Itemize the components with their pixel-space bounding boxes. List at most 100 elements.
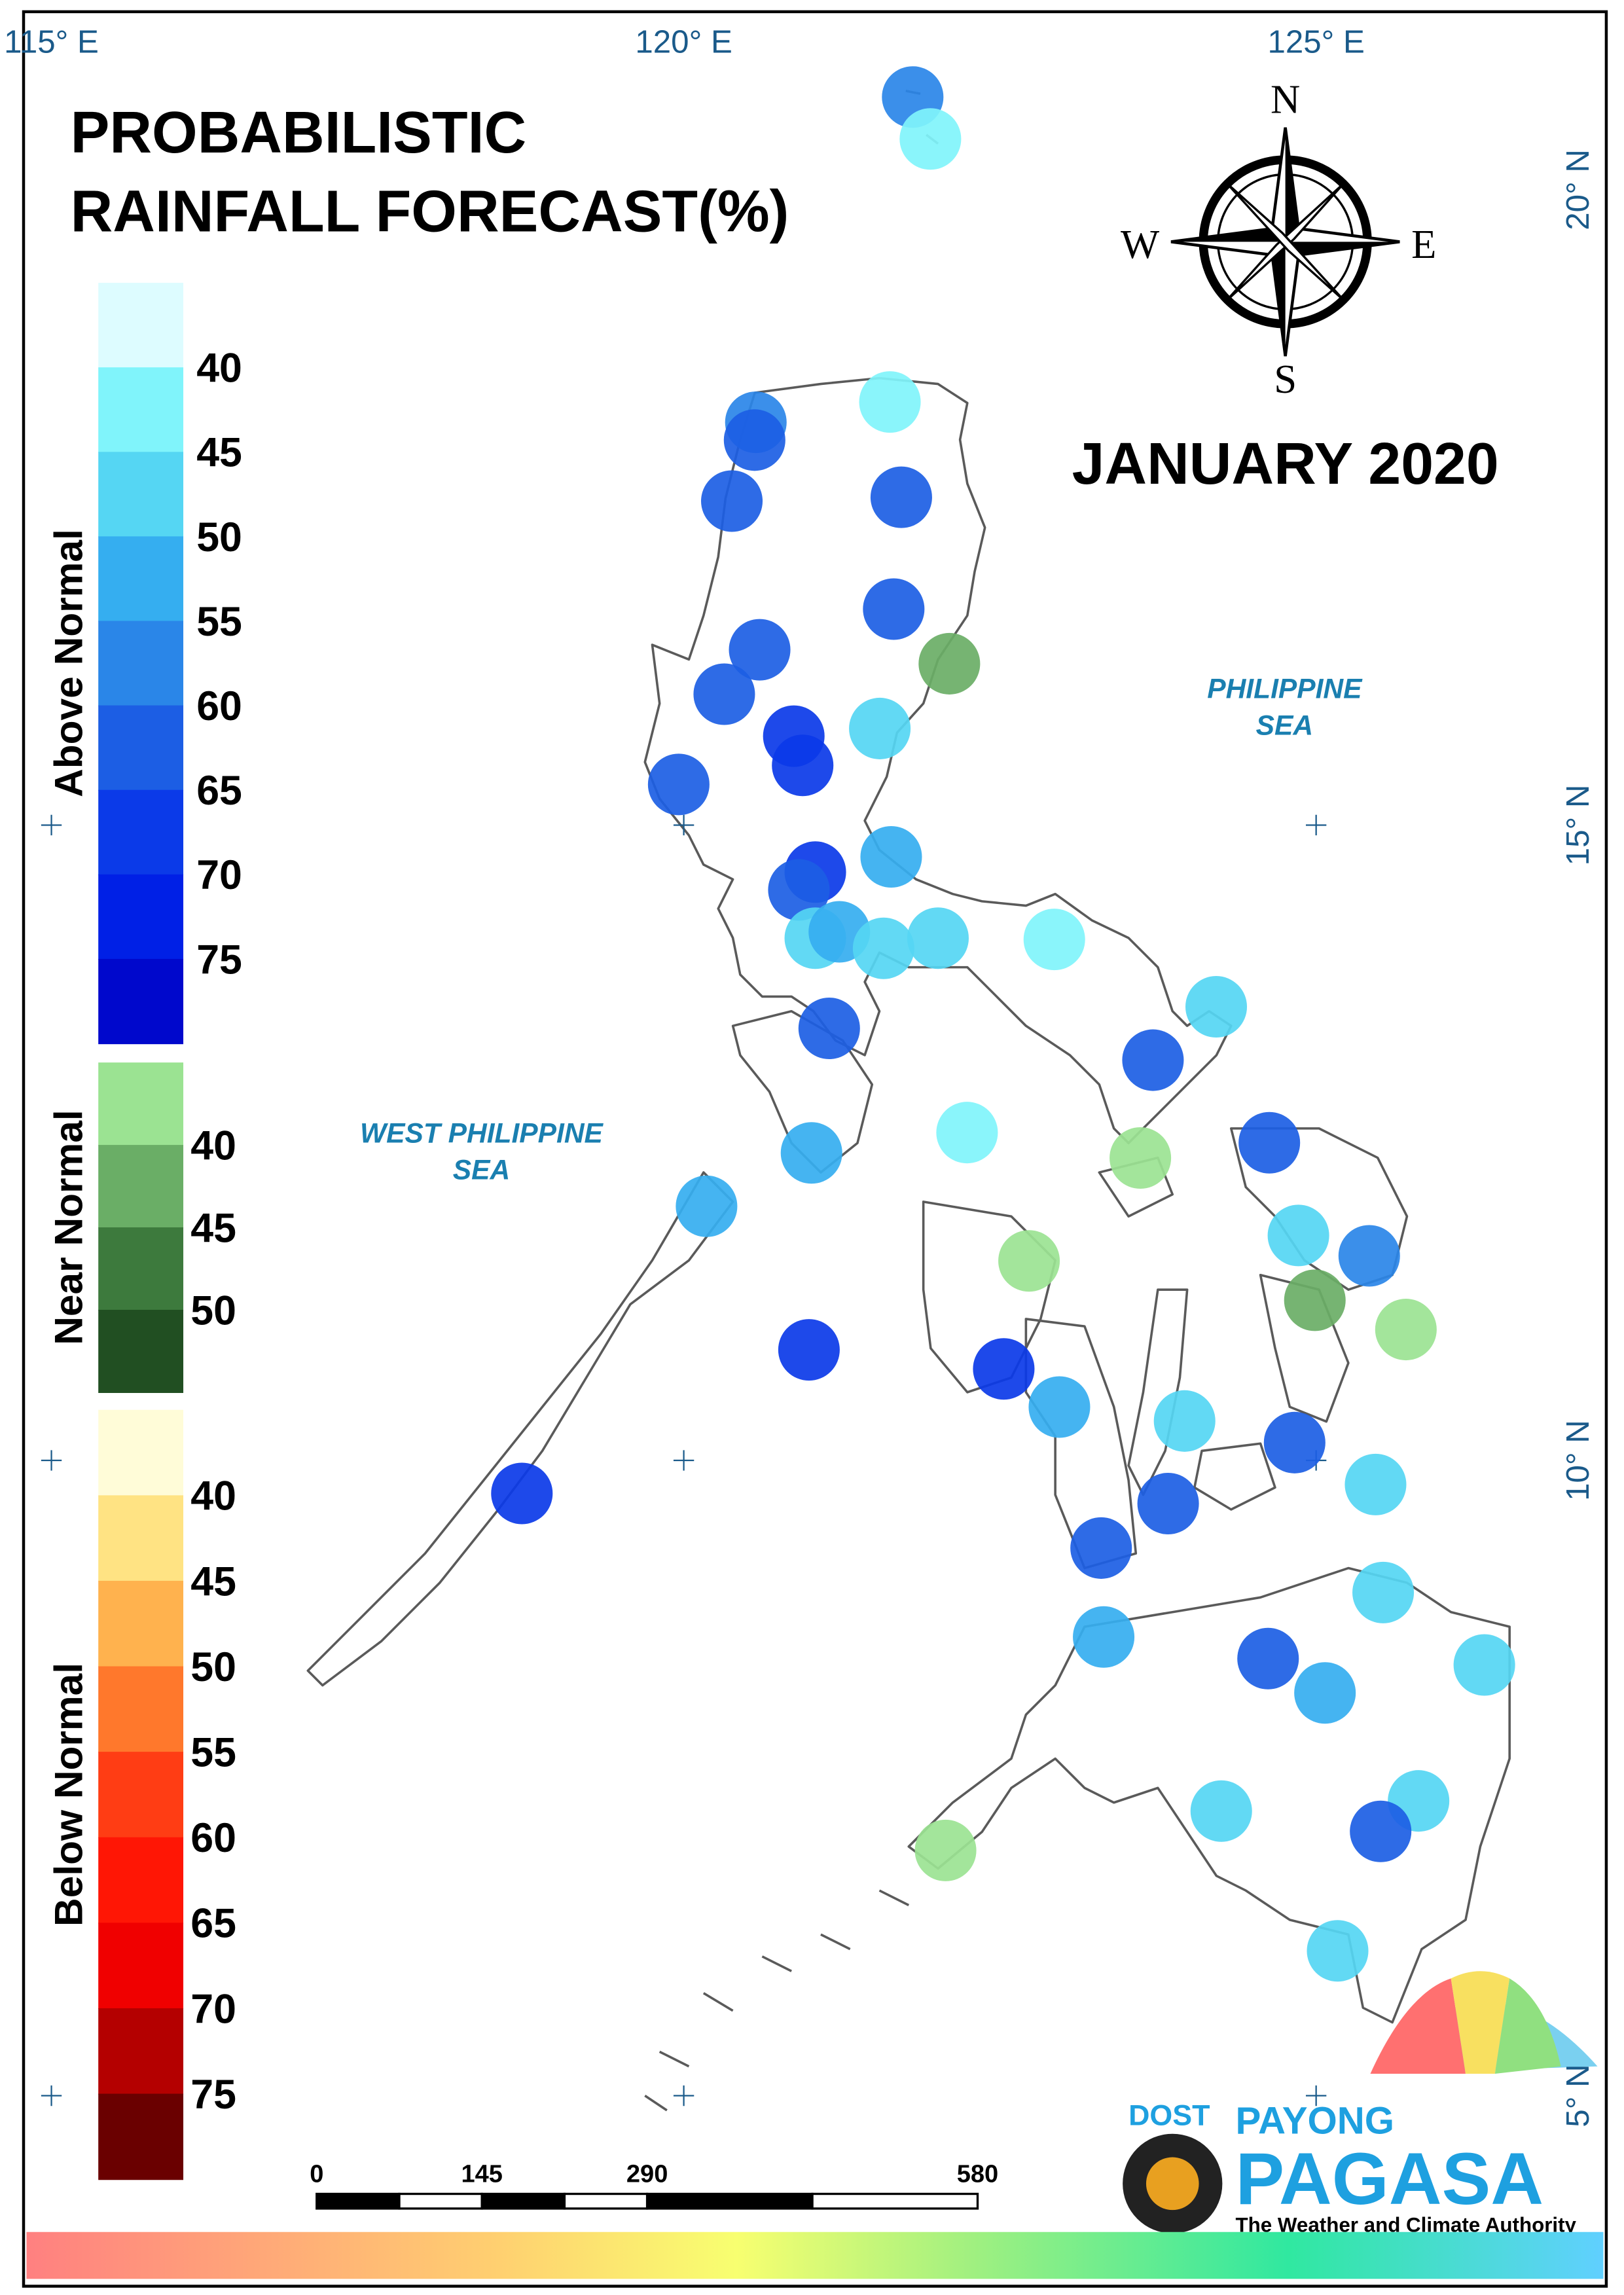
sea-label: SEA <box>1256 710 1313 741</box>
legend-label: 45 <box>190 1559 236 1604</box>
legend-swatch <box>98 536 184 622</box>
legend-swatch <box>98 1837 184 1924</box>
legend-swatch <box>98 1227 184 1311</box>
station <box>768 859 830 921</box>
compass: N E S W <box>1121 76 1437 402</box>
station <box>798 998 860 1060</box>
period: JANUARY 2020 <box>1072 431 1499 496</box>
compass-star <box>1272 242 1286 357</box>
legend-swatch <box>98 283 184 369</box>
legend-label: 70 <box>196 852 242 898</box>
lat-label: 20° N <box>1560 149 1596 230</box>
scale-segment <box>645 2192 814 2210</box>
sea-label: SEA <box>453 1155 510 1186</box>
station <box>1350 1800 1412 1862</box>
station <box>772 734 834 797</box>
legend-label: 65 <box>196 768 242 814</box>
scale-segment <box>316 2192 401 2210</box>
station <box>1263 1411 1326 1473</box>
bohol <box>1193 1442 1276 1511</box>
station <box>1307 1920 1369 1982</box>
station <box>899 108 962 170</box>
legend-title: Below Normal <box>46 1663 91 1926</box>
scale-label: 580 <box>957 2161 998 2188</box>
graticule-cross <box>41 1450 62 1471</box>
station <box>1267 1204 1329 1267</box>
compass-star <box>1285 127 1299 242</box>
station <box>918 632 981 695</box>
station <box>1070 1517 1132 1579</box>
legend-swatch <box>98 621 184 706</box>
station <box>1110 1127 1172 1189</box>
station <box>1284 1269 1346 1331</box>
logo-brand: PAGASA <box>1236 2138 1544 2220</box>
graticule-cross <box>673 814 695 836</box>
compass-star <box>1225 182 1345 302</box>
station <box>859 371 921 433</box>
station <box>1338 1225 1400 1287</box>
legend-label: 55 <box>196 599 242 645</box>
legend-label: 45 <box>190 1205 236 1251</box>
legend-label: 75 <box>190 2072 236 2118</box>
legend-label: 70 <box>190 1986 236 2032</box>
station <box>729 619 791 681</box>
station <box>1028 1376 1091 1438</box>
legend-swatch <box>98 1580 184 1667</box>
legend-label: 60 <box>190 1815 236 1861</box>
legend-swatch <box>98 1495 184 1582</box>
station <box>1237 1627 1299 1690</box>
lat-label: 15° N <box>1560 785 1596 866</box>
legend-swatch <box>98 1666 184 1753</box>
compass-s: S <box>1274 356 1297 402</box>
station <box>1122 1029 1184 1091</box>
lat-label: 5° N <box>1560 2064 1596 2127</box>
palawan <box>306 1171 734 1687</box>
legend-swatch <box>98 367 184 453</box>
logo: DOST PAYONG PAGASA The Weather and Clima… <box>1123 1971 1598 2237</box>
station <box>647 753 710 816</box>
station <box>1294 1662 1356 1724</box>
legend-title: Near Normal <box>46 1110 91 1345</box>
station <box>491 1462 553 1525</box>
station <box>723 409 785 471</box>
color-strip <box>26 2232 1604 2279</box>
compass-star <box>1171 228 1286 242</box>
legend-label: 55 <box>190 1730 236 1776</box>
map-frame <box>22 10 1608 2288</box>
title: PROBABILISTIC <box>71 99 526 165</box>
station <box>676 1175 738 1237</box>
station <box>1375 1299 1437 1361</box>
dost-seal <box>1146 2157 1199 2211</box>
legend-swatch <box>98 789 184 875</box>
logo-brand-top: PAYONG <box>1236 2100 1395 2142</box>
legend-title: Above Normal <box>46 529 91 797</box>
cebu <box>1127 1288 1189 1496</box>
compass-n: N <box>1271 76 1300 122</box>
scale-segment <box>563 2192 649 2210</box>
legend-swatch <box>98 1145 184 1229</box>
legend-label: 50 <box>190 1644 236 1690</box>
graticule-cross <box>673 2085 695 2106</box>
station <box>1453 1634 1515 1696</box>
station <box>1190 1780 1252 1842</box>
scale-label: 290 <box>626 2161 668 2188</box>
legend-swatch <box>98 1752 184 1838</box>
legend-label: 40 <box>190 1123 236 1168</box>
station <box>863 578 925 640</box>
scale-segment <box>398 2192 483 2210</box>
scale-bar: 0 145 290 580 <box>310 2161 998 2210</box>
legend-label: 50 <box>190 1288 236 1333</box>
sulu-islands <box>644 1889 910 2112</box>
graticule-cross <box>1305 2085 1327 2106</box>
station <box>852 917 914 979</box>
title: RAINFALL FORECAST(%) <box>71 179 789 244</box>
station <box>914 1819 977 1881</box>
station <box>1153 1390 1216 1452</box>
station <box>1344 1453 1407 1515</box>
station <box>907 907 969 969</box>
sea-label: WEST PHILIPPINE <box>360 1118 604 1149</box>
legend-label: 45 <box>196 430 242 476</box>
station <box>973 1338 1035 1400</box>
